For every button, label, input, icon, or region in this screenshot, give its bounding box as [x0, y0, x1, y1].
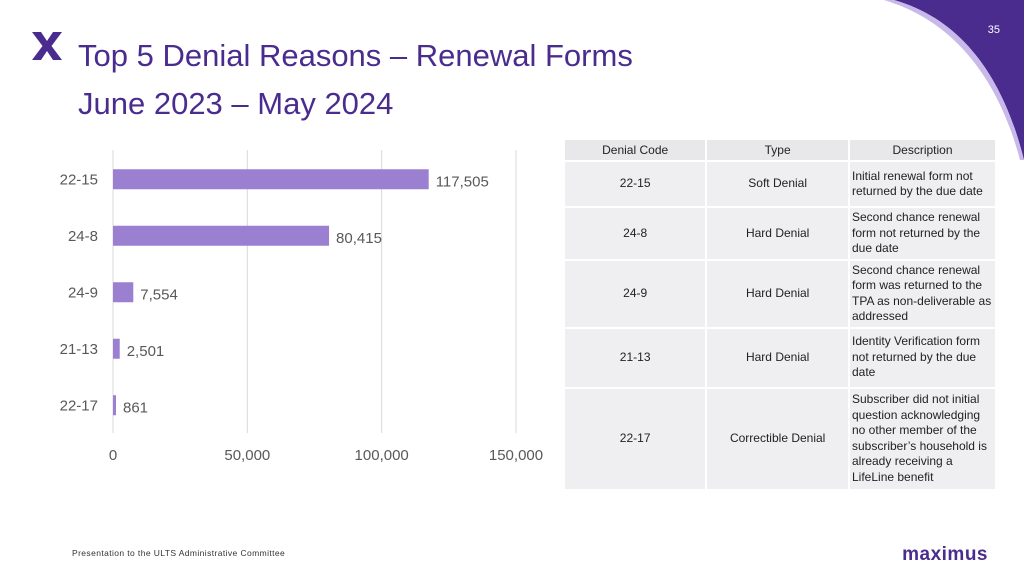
- cell-description: Second chance renewal form was returned …: [850, 260, 995, 327]
- data-label: 2,501: [127, 343, 165, 360]
- x-tick-label: 150,000: [489, 447, 543, 464]
- header-description: Description: [850, 140, 995, 160]
- cell-description: Second chance renewal form not returned …: [850, 208, 995, 259]
- category-label: 24-8: [68, 228, 98, 245]
- table-row: 22-15 Soft Denial Initial renewal form n…: [565, 162, 995, 206]
- cell-type: Soft Denial: [707, 162, 848, 206]
- table-row: 24-9 Hard Denial Second chance renewal f…: [565, 260, 995, 327]
- footer-text: Presentation to the ULTS Administrative …: [72, 548, 286, 558]
- cell-code: 24-8: [565, 208, 706, 259]
- header-denial-code: Denial Code: [565, 140, 706, 160]
- bar: [113, 282, 134, 303]
- page-title: Top 5 Denial Reasons – Renewal Forms Jun…: [78, 36, 633, 124]
- bar: [113, 395, 116, 416]
- logo-x-icon: [32, 32, 62, 60]
- category-label: 24-9: [68, 284, 98, 301]
- corner-decoration: [884, 0, 1024, 160]
- table-header-row: Denial Code Type Description: [565, 140, 995, 160]
- x-tick-label: 0: [109, 447, 117, 464]
- header-type: Type: [707, 140, 848, 160]
- data-label: 7,554: [140, 286, 178, 303]
- title-line-1: Top 5 Denial Reasons – Renewal Forms: [78, 38, 633, 73]
- cell-code: 24-9: [565, 260, 706, 327]
- x-tick-label: 50,000: [224, 447, 270, 464]
- cell-code: 22-15: [565, 162, 706, 206]
- cell-code: 22-17: [565, 388, 706, 489]
- bar: [113, 338, 120, 359]
- category-label: 22-17: [60, 397, 98, 414]
- cell-type: Correctible Denial: [707, 388, 848, 489]
- table-row: 21-13 Hard Denial Identity Verification …: [565, 328, 995, 387]
- bar-chart: 0 50,000 100,000 150,000 22-15 117,505 24-8 80,…: [60, 150, 543, 464]
- cell-description: Initial renewal form not returned by the…: [850, 162, 995, 206]
- table-row: 22-17 Correctible Denial Subscriber did …: [565, 388, 995, 489]
- data-label: 80,415: [336, 230, 382, 247]
- cell-type: Hard Denial: [707, 208, 848, 259]
- category-label: 22-15: [60, 171, 98, 188]
- data-label: 117,505: [436, 173, 489, 190]
- cell-code: 21-13: [565, 328, 706, 387]
- bar: [113, 169, 429, 190]
- cell-type: Hard Denial: [707, 328, 848, 387]
- page-number: 35: [987, 24, 1000, 36]
- cell-type: Hard Denial: [707, 260, 848, 327]
- cell-description: Identity Verification form not returned …: [850, 328, 995, 387]
- denial-code-table: Denial Code Type Description 22-15 Soft …: [563, 138, 997, 491]
- data-label: 861: [123, 399, 148, 416]
- table-row: 24-8 Hard Denial Second chance renewal f…: [565, 208, 995, 259]
- cell-description: Subscriber did not initial question ackn…: [850, 388, 995, 489]
- title-line-2: June 2023 – May 2024: [78, 86, 394, 121]
- category-label: 21-13: [60, 341, 98, 358]
- bar: [113, 225, 330, 246]
- x-tick-label: 100,000: [355, 447, 409, 464]
- brand-logo: maximus: [902, 544, 988, 565]
